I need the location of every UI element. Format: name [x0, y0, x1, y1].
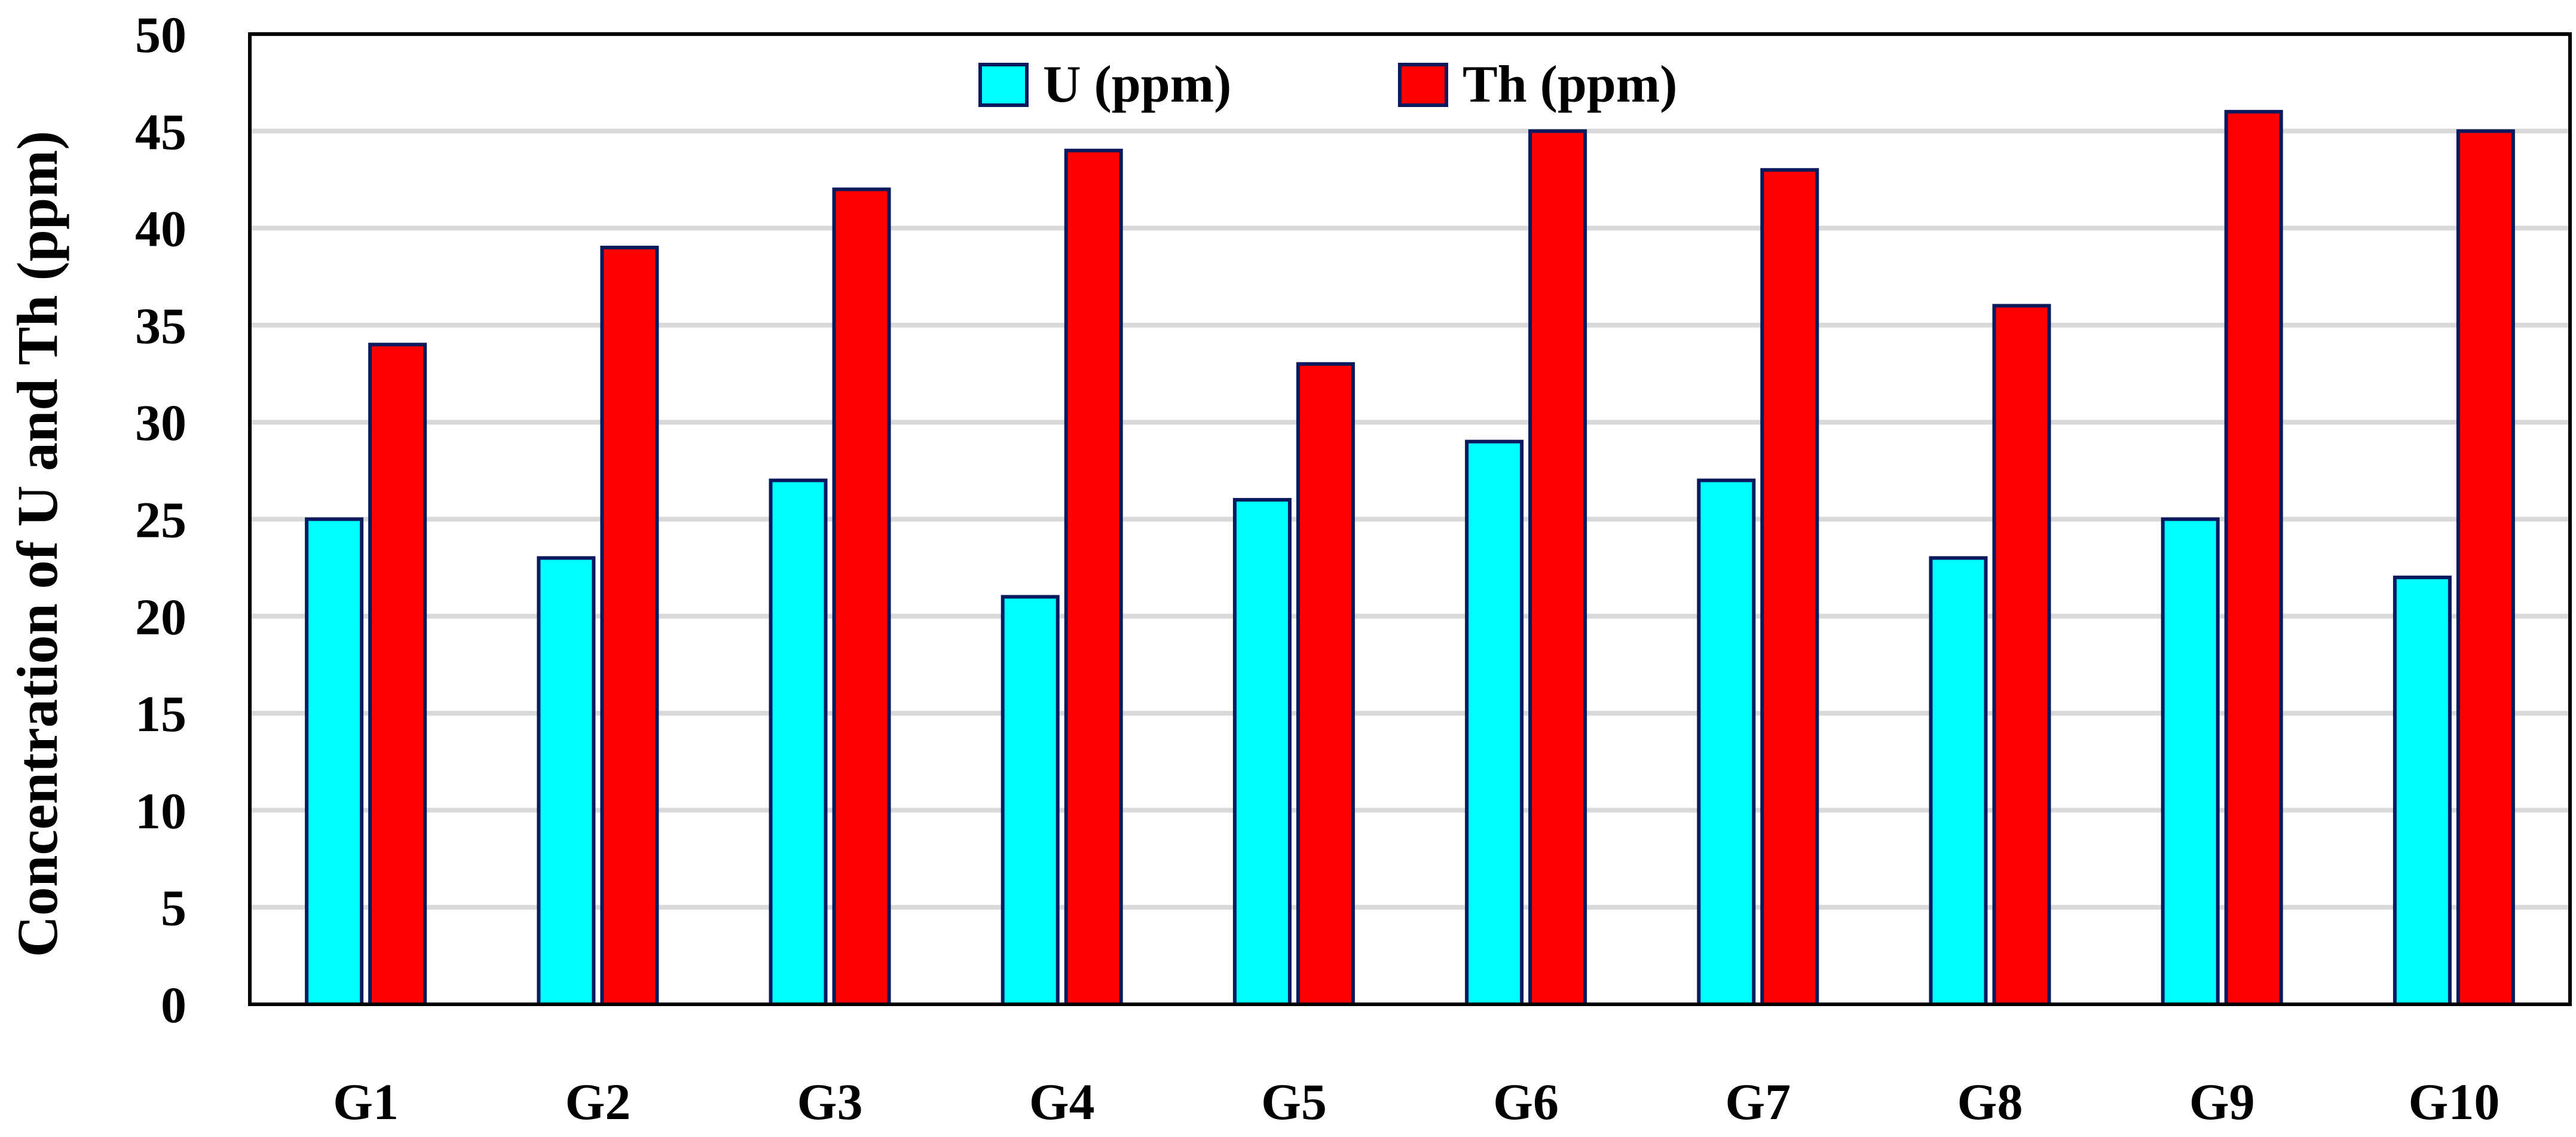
- bar-th-g8: [1992, 304, 2051, 1007]
- y-tick-labels: 0 5 10 15 20 25 30 35 40 45 50: [135, 6, 186, 1034]
- x-tick-label: G5: [1261, 1073, 1327, 1130]
- axes: [248, 32, 2572, 1006]
- bar-u-g3: [769, 478, 828, 1006]
- bar-u-g6: [1465, 439, 1524, 1006]
- y-tick-label: 45: [135, 103, 186, 160]
- bar-th-g9: [2224, 109, 2283, 1007]
- y-tick-label: 40: [135, 200, 186, 258]
- legend-label-u: U (ppm): [1043, 56, 1231, 114]
- bar-u-g7: [1697, 478, 1756, 1006]
- y-tick-label: 0: [161, 976, 186, 1034]
- x-tick-label: G3: [797, 1073, 863, 1130]
- bar-u-g4: [1001, 595, 1060, 1006]
- x-tick-label: G10: [2408, 1073, 2499, 1130]
- bar-th-g3: [832, 187, 891, 1006]
- plot-area-border: [248, 32, 2572, 1006]
- bar-th-g7: [1760, 168, 1819, 1007]
- bar-u-g5: [1232, 498, 1292, 1006]
- legend: U (ppm) Th (ppm): [978, 56, 1677, 114]
- bar-th-g2: [600, 246, 659, 1006]
- x-tick-label: G1: [333, 1073, 399, 1130]
- x-tick-label: G2: [565, 1073, 631, 1130]
- x-tick-labels: G1 G2 G3 G4 G5 G6 G7 G8 G9 G10: [333, 1073, 2499, 1130]
- legend-swatch-u: [978, 63, 1029, 107]
- x-tick-label: G4: [1029, 1073, 1095, 1130]
- bar-u-g9: [2161, 517, 2220, 1006]
- bar-th-g5: [1296, 362, 1355, 1007]
- bar-u-g10: [2393, 575, 2452, 1006]
- y-tick-label: 5: [161, 879, 186, 937]
- x-tick-label: G6: [1493, 1073, 1559, 1130]
- legend-label-th: Th (ppm): [1463, 56, 1677, 114]
- x-tick-label: G8: [1957, 1073, 2023, 1130]
- legend-swatch-th: [1398, 63, 1448, 107]
- y-axis-label: Concentration of U and Th (ppm): [5, 131, 69, 957]
- bar-u-g1: [305, 517, 364, 1006]
- x-tick-label: G7: [1725, 1073, 1791, 1130]
- bar-th-g1: [368, 343, 427, 1006]
- bar-th-g10: [2456, 129, 2515, 1006]
- bar-th-g4: [1064, 148, 1123, 1006]
- y-tick-label: 25: [135, 491, 186, 549]
- x-tick-label: G9: [2189, 1073, 2255, 1130]
- y-tick-label: 20: [135, 588, 186, 646]
- bar-th-g6: [1528, 129, 1587, 1006]
- bar-u-g2: [537, 556, 596, 1006]
- bars: [305, 109, 2515, 1007]
- y-tick-label: 10: [135, 782, 186, 839]
- y-tick-label: 50: [135, 6, 186, 63]
- y-tick-label: 35: [135, 297, 186, 354]
- bar-u-g8: [1929, 556, 1988, 1006]
- y-tick-label: 30: [135, 394, 186, 451]
- y-tick-label: 15: [135, 685, 186, 742]
